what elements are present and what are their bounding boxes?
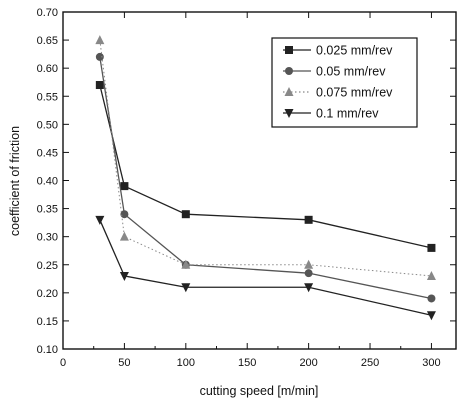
legend: 0.025 mm/rev 0.05 mm/rev 0.075 mm/rev 0.1 m… <box>271 37 418 128</box>
data-point <box>304 269 313 278</box>
data-point <box>427 243 436 252</box>
y-tick-label: 0.30 <box>37 232 58 244</box>
data-point <box>119 231 129 241</box>
x-tick-label: 300 <box>422 357 440 369</box>
y-tick-label: 0.10 <box>37 344 58 356</box>
data-point <box>181 210 190 219</box>
data-point <box>304 259 314 269</box>
x-tick-label: 100 <box>177 357 195 369</box>
x-tick-label: 0 <box>60 357 66 369</box>
series-layer <box>95 35 436 321</box>
data-point <box>95 35 105 45</box>
y-tick-label: 0.60 <box>37 63 58 75</box>
legend-box <box>271 37 418 128</box>
data-point <box>181 283 191 293</box>
x-tick-label: 200 <box>299 357 317 369</box>
legend-marker <box>284 109 294 118</box>
data-point <box>427 294 436 303</box>
data-point <box>304 283 314 293</box>
x-tick-label: 50 <box>118 357 130 369</box>
y-tick-label: 0.50 <box>37 119 58 131</box>
data-point <box>95 81 104 90</box>
data-point <box>181 259 191 269</box>
y-axis-title: coefficient of friction <box>8 126 22 236</box>
data-point <box>95 52 104 61</box>
y-tick-label: 0.25 <box>37 260 58 272</box>
x-axis-title: cutting speed [m/min] <box>200 384 319 398</box>
data-point <box>120 210 129 219</box>
legend-label: 0.075 mm/rev <box>316 86 393 100</box>
y-tick-label: 0.20 <box>37 288 58 300</box>
data-point <box>120 182 129 191</box>
y-tick-label: 0.40 <box>37 176 58 188</box>
legend-label: 0.025 mm/rev <box>316 44 393 58</box>
y-tick-label: 0.65 <box>37 35 58 47</box>
data-point <box>95 215 105 225</box>
legend-marker <box>285 46 293 54</box>
y-tick-label: 0.15 <box>37 316 58 328</box>
y-tick-label: 0.45 <box>37 147 58 159</box>
legend-marker <box>285 67 293 75</box>
series-0 <box>95 81 436 252</box>
data-point <box>304 215 313 224</box>
y-tick-label: 0.35 <box>37 204 58 216</box>
series-3 <box>95 215 436 321</box>
legend-label: 0.05 mm/rev <box>316 65 386 79</box>
data-point <box>426 270 436 280</box>
x-tick-label: 250 <box>361 357 379 369</box>
y-tick-label: 0.70 <box>37 7 58 19</box>
legend-marker <box>284 87 294 96</box>
series-2 <box>95 35 436 280</box>
y-tick-label: 0.55 <box>37 91 58 103</box>
legend-label: 0.1 mm/rev <box>316 107 379 121</box>
series-line <box>99 40 432 277</box>
axis-ticks: 0 50 100 150 200 250 300 0.10 0.15 0.20 0.25 0.30 0.… <box>37 7 456 369</box>
x-tick-label: 150 <box>238 357 256 369</box>
data-point <box>426 311 436 321</box>
data-point <box>119 271 129 281</box>
